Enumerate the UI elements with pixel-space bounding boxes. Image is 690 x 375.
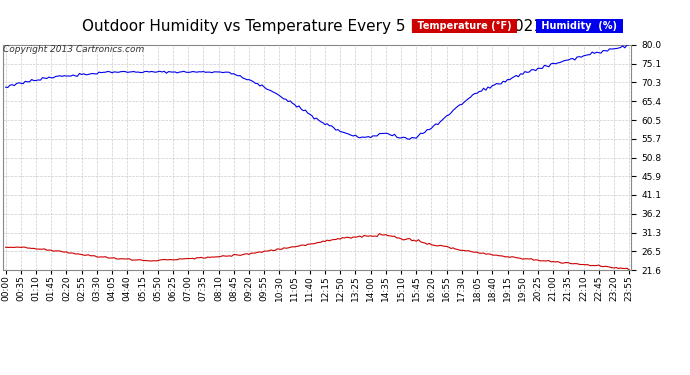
Text: Outdoor Humidity vs Temperature Every 5 Minutes 20130212: Outdoor Humidity vs Temperature Every 5 … bbox=[82, 19, 553, 34]
Text: Humidity  (%): Humidity (%) bbox=[538, 21, 620, 31]
Text: Temperature (°F): Temperature (°F) bbox=[414, 21, 515, 31]
Text: Copyright 2013 Cartronics.com: Copyright 2013 Cartronics.com bbox=[3, 45, 145, 54]
